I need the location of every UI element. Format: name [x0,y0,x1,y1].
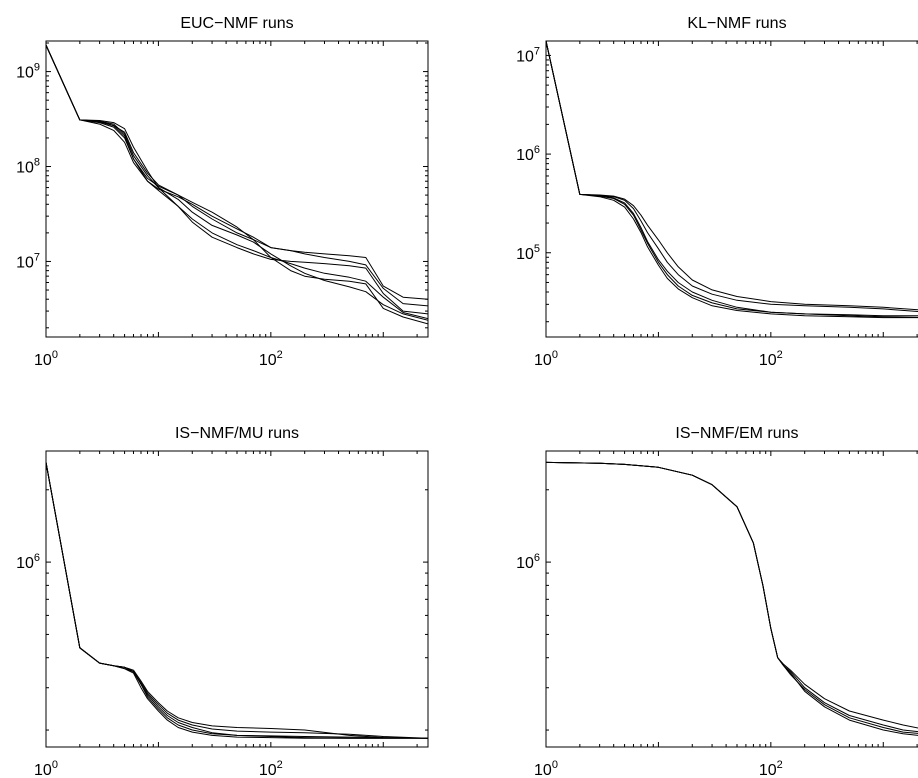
series-line-4 [546,461,918,734]
y-tick-label: 105 [516,243,540,263]
y-tick-label: 106 [516,552,540,572]
x-tick-label: 100 [534,759,558,778]
x-tick-label: 102 [759,759,783,778]
y-tick-label: 106 [16,552,40,572]
series-line-4 [46,44,428,307]
chart-title: IS−NMF/MU runs [175,425,299,442]
x-tick-label: 102 [759,349,783,369]
series-line-3 [546,41,918,319]
series-line-2 [46,44,428,325]
series-line-5 [546,41,918,318]
x-tick-label: 100 [534,349,558,369]
x-tick-label: 100 [34,349,58,369]
y-tick-label: 107 [516,45,540,65]
series-line-3 [46,44,428,315]
series-group [46,44,428,325]
chart-title: EUC−NMF runs [180,15,293,32]
series-line-5 [46,44,428,320]
series-line-5 [46,462,428,739]
y-tick-label: 108 [16,157,40,177]
x-tick-label: 100 [34,759,58,778]
y-tick-label: 107 [16,251,40,271]
series-line-2 [546,41,918,311]
y-tick-label: 106 [516,144,540,164]
chart-panel-4: IS−NMF/EM runs 100 102 106 [516,425,918,778]
x-tick-label: 102 [259,759,283,778]
series-line-6 [46,44,428,300]
chart-title: KL−NMF runs [687,15,786,32]
series-group [546,41,918,319]
chart-panel-2: KL−NMF runs 100 102 105 106 107 [516,15,918,369]
chart-title: IS−NMF/EM runs [675,425,798,442]
x-tick-label: 102 [259,349,283,369]
chart-panel-3: IS−NMF/MU runs 100 102 106 [16,425,429,778]
series-line-4 [546,41,918,312]
chart-panel-1: EUC−NMF runs 100 102 107 108 109 [16,15,429,369]
series-group [46,462,428,739]
y-tick-label: 109 [16,62,40,82]
series-group [546,461,918,736]
